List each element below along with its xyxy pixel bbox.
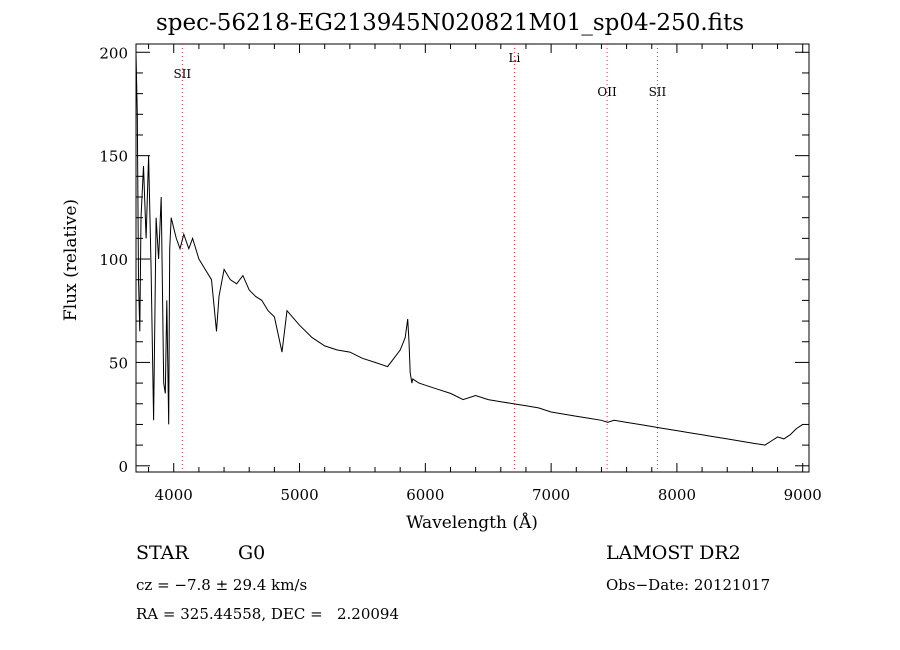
y-tick-label: 0 bbox=[118, 458, 128, 476]
y-tick-label: 50 bbox=[109, 354, 128, 372]
line-marker-label-3: SII bbox=[649, 85, 667, 99]
plot-frame bbox=[135, 43, 810, 473]
y-tick-label: 200 bbox=[99, 44, 128, 62]
x-tick-label: 7000 bbox=[532, 486, 570, 504]
emission-line-markers bbox=[181, 44, 658, 472]
observation-date: Obs−Date: 20121017 bbox=[606, 576, 771, 594]
x-tick-label: 5000 bbox=[280, 486, 318, 504]
coordinates-text: RA = 325.44558, DEC = 2.20094 bbox=[136, 605, 400, 623]
line-marker-label-1: Li bbox=[508, 51, 520, 65]
axis-ticks bbox=[136, 44, 809, 472]
tick-labels: SII Li OII SII 4000 5000 6000 7000 8000 9000 0 50 10… bbox=[99, 44, 821, 504]
y-axis-label: Flux (relative) bbox=[61, 199, 81, 321]
x-axis-label: Wavelength (Å) bbox=[406, 512, 538, 533]
object-subclass: G0 bbox=[238, 542, 266, 564]
chart-title: spec-56218-EG213945N020821M01_sp04-250.f… bbox=[155, 10, 745, 36]
spectrum-line bbox=[135, 52, 803, 446]
line-marker-label-2: OII bbox=[597, 85, 617, 99]
survey-name: LAMOST DR2 bbox=[606, 542, 741, 564]
y-tick-label: 150 bbox=[99, 148, 128, 166]
line-marker-label-0: SII bbox=[173, 67, 191, 81]
x-tick-label: 4000 bbox=[155, 486, 193, 504]
x-tick-label: 9000 bbox=[784, 486, 822, 504]
x-tick-label: 8000 bbox=[658, 486, 696, 504]
y-tick-label: 100 bbox=[99, 251, 128, 269]
redshift-text: cz = −7.8 ± 29.4 km/s bbox=[136, 576, 308, 594]
object-class: STAR bbox=[136, 542, 189, 564]
x-tick-label: 6000 bbox=[406, 486, 444, 504]
